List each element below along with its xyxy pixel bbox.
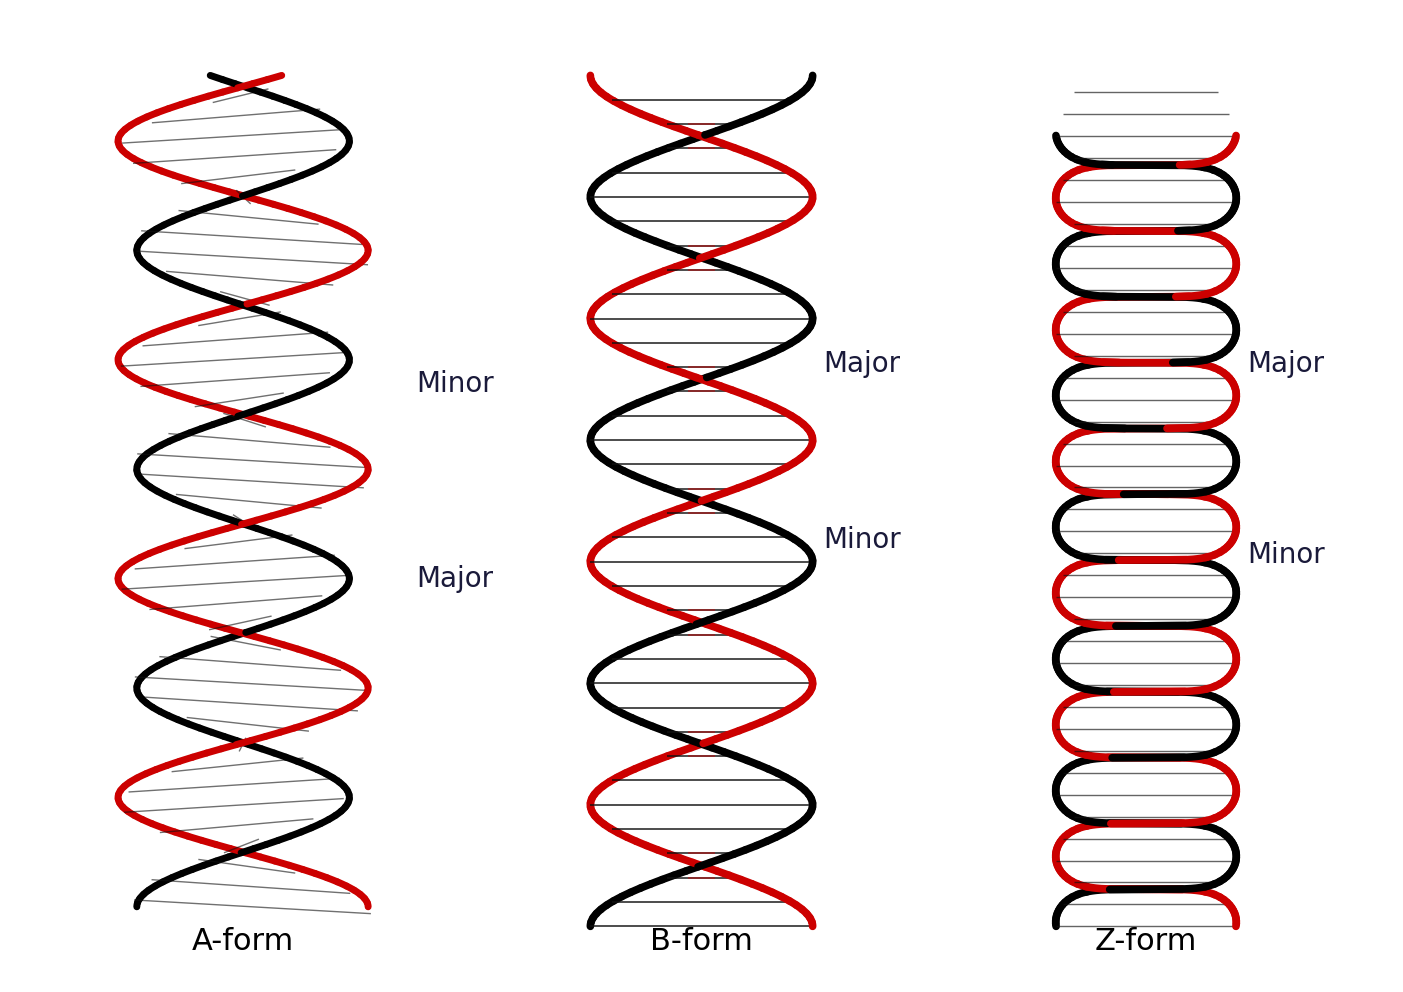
Text: Z-form: Z-form [1094,927,1197,955]
Text: A-form: A-form [192,927,295,955]
Text: Major: Major [1247,350,1324,378]
Text: Minor: Minor [824,526,902,554]
Text: Minor: Minor [1247,541,1326,568]
Text: Major: Major [417,565,494,593]
Text: Minor: Minor [417,369,494,398]
Text: B-form: B-form [650,927,753,955]
Text: Major: Major [824,350,901,378]
